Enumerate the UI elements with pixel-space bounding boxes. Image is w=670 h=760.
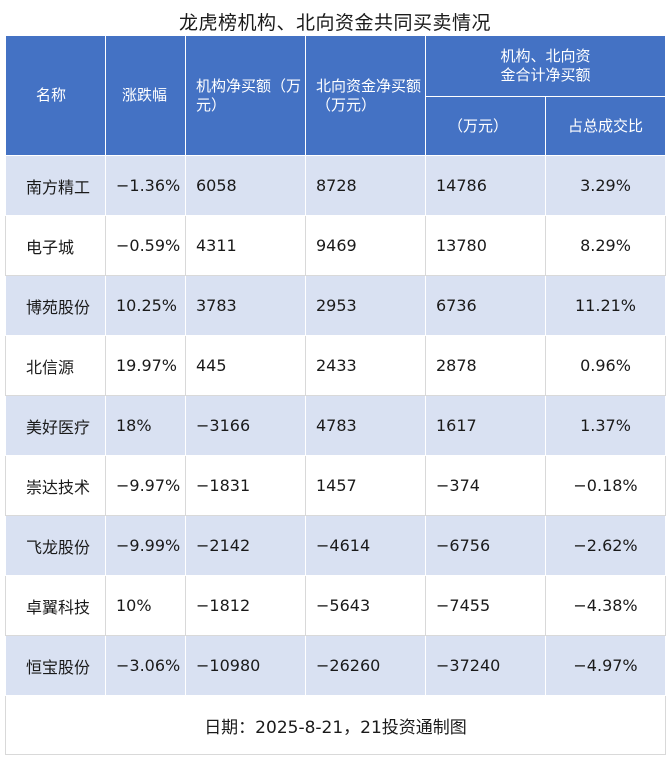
cell-ratio: −0.18% (544, 455, 667, 516)
cell-change: 18% (105, 395, 186, 456)
cell-north: −5643 (305, 575, 426, 636)
chart-footer: 日期：2025-8-21，21投资通制图 (4, 695, 667, 755)
table-row: 恒宝股份 −3.06% −10980 −26260 −37240 −4.97% (5, 635, 667, 696)
chart-title: 龙虎榜机构、北向资金共同买卖情况 (178, 12, 491, 34)
cell-ratio: 3.29% (544, 155, 667, 216)
cell-name: 博苑股份 (5, 275, 106, 336)
cell-sum: 6736 (425, 275, 546, 336)
cell-change: −9.99% (105, 515, 186, 576)
header-change: 涨跌幅 (105, 35, 186, 156)
cell-name: 崇达技术 (5, 455, 106, 516)
header-inst: 机构净买额（万元） (185, 35, 306, 156)
cell-ratio: 8.29% (544, 215, 667, 276)
cell-ratio: −2.62% (544, 515, 667, 576)
cell-sum: −7455 (425, 575, 546, 636)
cell-north: 2953 (305, 275, 426, 336)
cell-sum: −37240 (425, 635, 546, 696)
cell-change: −3.06% (105, 635, 186, 696)
cell-ratio: −4.97% (544, 635, 667, 696)
cell-sum: −6756 (425, 515, 546, 576)
cell-name: 南方精工 (5, 155, 106, 216)
cell-north: 4783 (305, 395, 426, 456)
cell-name: 恒宝股份 (5, 635, 106, 696)
header-ratio: 占总成交比 (544, 96, 667, 156)
cell-sum: −374 (425, 455, 546, 516)
cell-inst: 3783 (185, 275, 306, 336)
cell-sum: 2878 (425, 335, 546, 396)
cell-ratio: −4.38% (544, 575, 667, 636)
header-north: 北向资金净买额（万元） (305, 35, 426, 156)
cell-change: −9.97% (105, 455, 186, 516)
cell-change: −1.36% (105, 155, 186, 216)
table-row: 南方精工 −1.36% 6058 8728 14786 3.29% (5, 155, 667, 216)
cell-inst: −1812 (185, 575, 306, 636)
cell-inst: −3166 (185, 395, 306, 456)
cell-sum: 14786 (425, 155, 546, 216)
table-row: 电子城 −0.59% 4311 9469 13780 8.29% (5, 215, 667, 276)
cell-change: 10% (105, 575, 186, 636)
table-row: 北信源 19.97% 445 2433 2878 0.96% (5, 335, 667, 396)
cell-inst: 445 (185, 335, 306, 396)
cell-name: 美好医疗 (5, 395, 106, 456)
cell-name: 北信源 (5, 335, 106, 396)
cell-sum: 13780 (425, 215, 546, 276)
cell-inst: −2142 (185, 515, 306, 576)
cell-north: 2433 (305, 335, 426, 396)
cell-inst: −10980 (185, 635, 306, 696)
table-row: 崇达技术 −9.97% −1831 1457 −374 −0.18% (5, 455, 667, 516)
cell-name: 飞龙股份 (5, 515, 106, 576)
table-row: 飞龙股份 −9.99% −2142 −4614 −6756 −2.62% (5, 515, 667, 576)
cell-north: 1457 (305, 455, 426, 516)
cell-sum: 1617 (425, 395, 546, 456)
cell-north: 8728 (305, 155, 426, 216)
cell-ratio: 11.21% (544, 275, 667, 336)
cell-north: 9469 (305, 215, 426, 276)
cell-north: −4614 (305, 515, 426, 576)
cell-inst: 4311 (185, 215, 306, 276)
cell-change: 19.97% (105, 335, 186, 396)
cell-inst: 6058 (185, 155, 306, 216)
cell-ratio: 0.96% (544, 335, 667, 396)
cell-name: 卓翼科技 (5, 575, 106, 636)
cell-change: −0.59% (105, 215, 186, 276)
table-row: 美好医疗 18% −3166 4783 1617 1.37% (5, 395, 667, 456)
cell-name: 电子城 (5, 215, 106, 276)
cell-change: 10.25% (105, 275, 186, 336)
cell-north: −26260 (305, 635, 426, 696)
table-row: 卓翼科技 10% −1812 −5643 −7455 −4.38% (5, 575, 667, 636)
cell-inst: −1831 (185, 455, 306, 516)
header-group: 机构、北向资金合计净买额 (424, 35, 667, 97)
header-sum: （万元） (425, 96, 546, 156)
header-name: 名称 (5, 35, 106, 156)
cell-ratio: 1.37% (544, 395, 667, 456)
table-row: 博苑股份 10.25% 3783 2953 6736 11.21% (5, 275, 667, 336)
data-table: 名称 涨跌幅 机构净买额（万元） 北向资金净买额（万元） 机构、北向资金合计净买… (4, 35, 667, 755)
